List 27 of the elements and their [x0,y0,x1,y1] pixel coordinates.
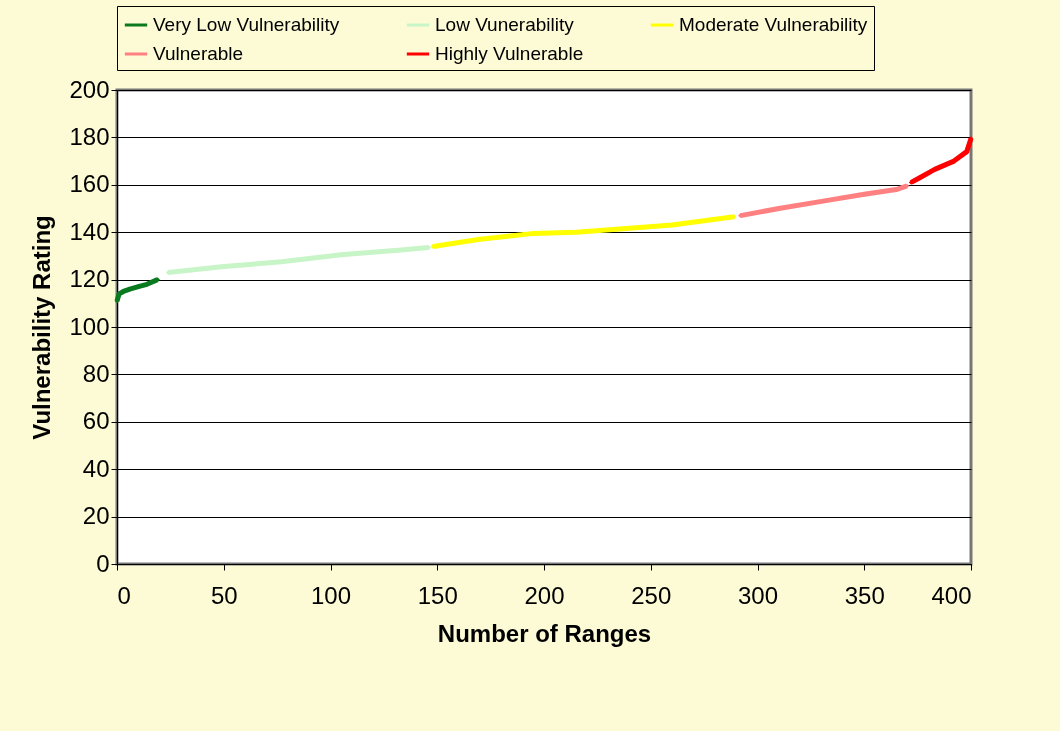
y-tick-label: 180 [69,122,110,150]
y-tick-label: 200 [69,75,110,103]
legend-label: Moderate Vulnerability [679,14,868,35]
x-tick-label: 400 [931,581,972,609]
y-tick-label: 140 [69,217,110,245]
legend-label: Very Low Vulnerability [153,14,340,35]
legend-label: Low Vunerability [435,14,575,35]
legend-label: Vulnerable [153,43,244,64]
y-tick-label: 40 [82,454,110,482]
x-tick-label: 200 [524,581,565,609]
y-tick-label: 60 [82,407,110,435]
y-tick-label: 80 [82,359,110,387]
x-axis-title: Number of Ranges [437,619,652,647]
y-axis-title: Vulnerability Rating [28,215,56,440]
x-tick-label: 100 [310,581,352,609]
y-tick-label: 160 [69,170,110,198]
y-tick-label: 120 [69,265,110,293]
y-tick-label: 20 [82,502,110,530]
x-tick-label: 300 [737,581,779,609]
y-tick-label: 100 [69,312,110,340]
x-tick-label: 150 [417,581,458,609]
x-tick-label: 350 [844,581,885,609]
legend-label: Highly Vulnerable [435,43,584,64]
x-tick-label: 50 [210,581,238,609]
y-tick-label: 0 [96,549,110,577]
x-tick-label: 250 [631,581,672,609]
x-tick-label: 0 [117,581,131,609]
